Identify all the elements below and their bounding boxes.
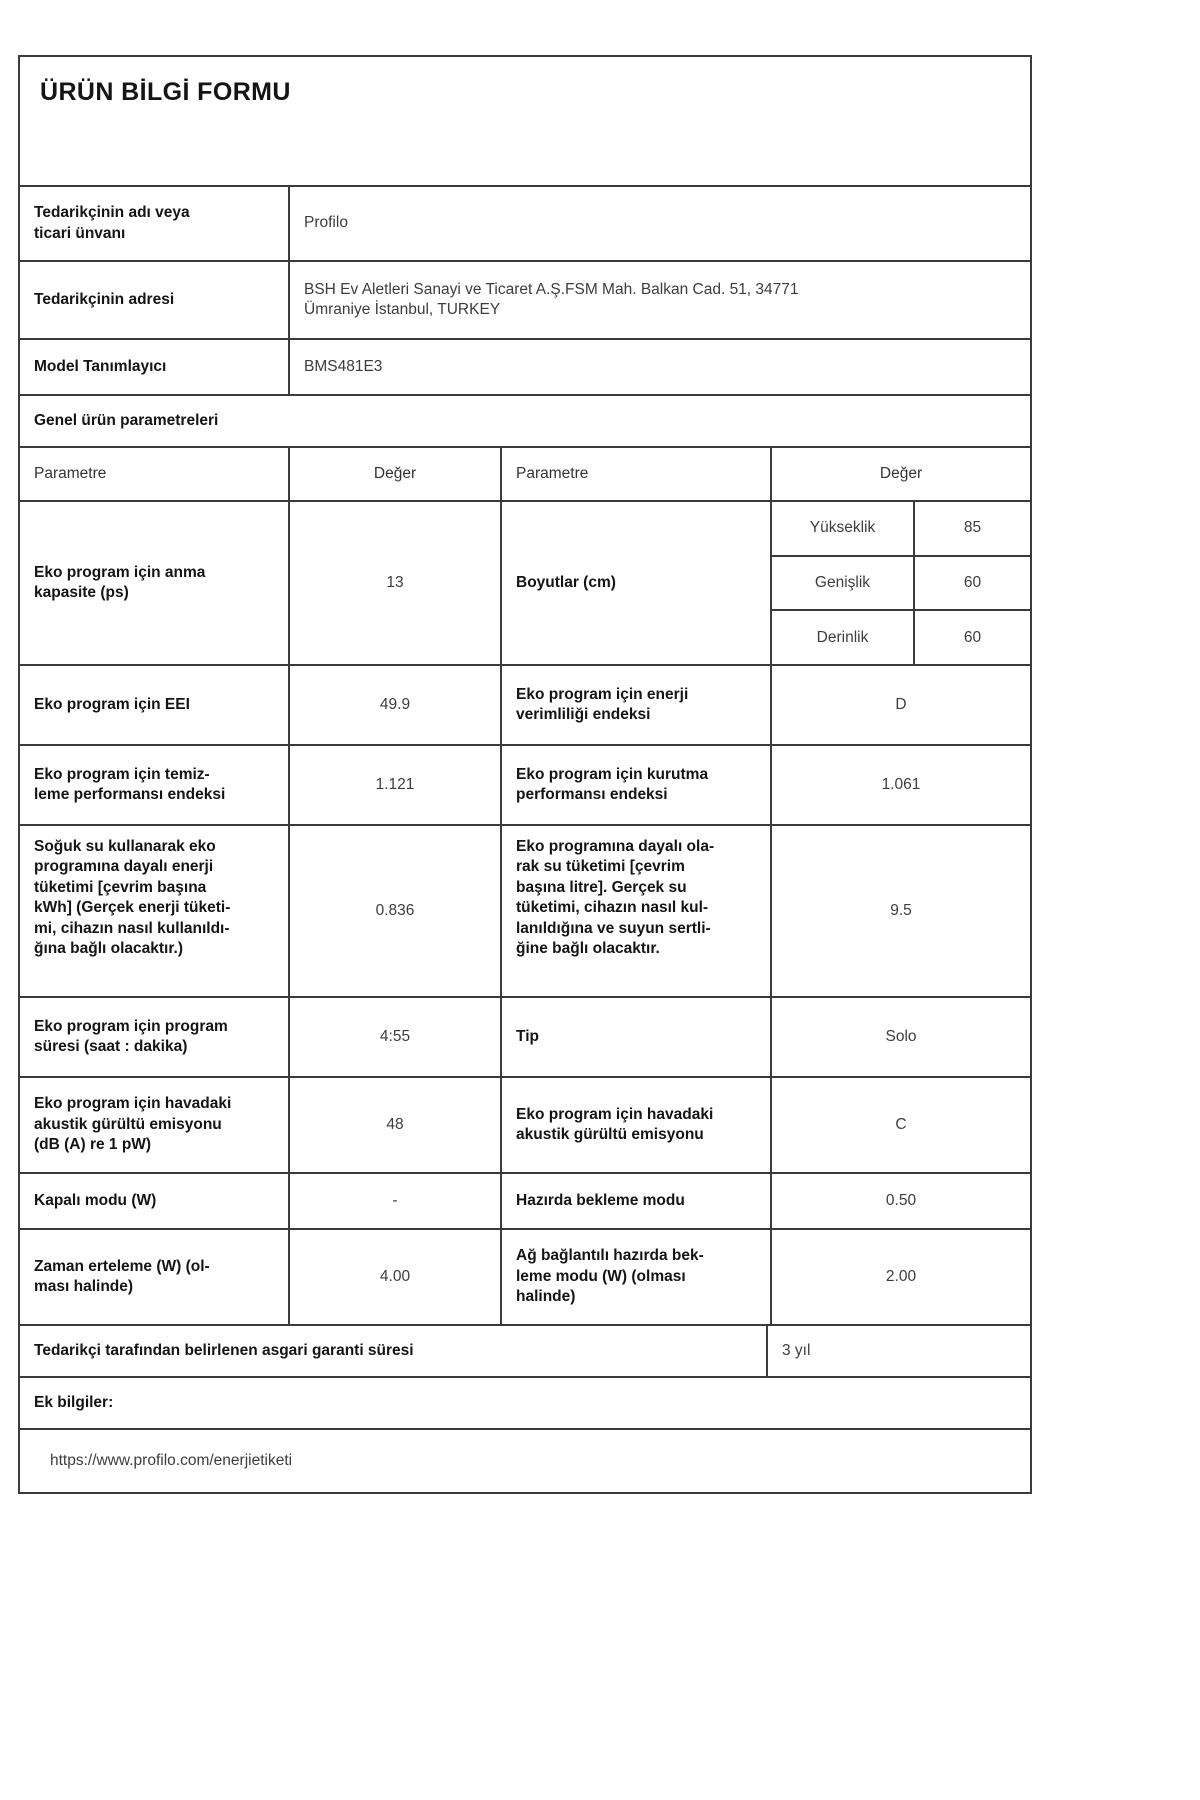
supplier-address-label: Tedarikçinin adresi — [20, 262, 290, 338]
dimension-value-depth: 60 — [963, 628, 982, 646]
dimensions-label: Boyutlar (cm) — [502, 502, 772, 664]
header-parameter-right: Parametre — [502, 448, 772, 500]
information-sheet: ÜRÜN BİLGİ FORMU Tedarikçinin adı veya t… — [18, 55, 1032, 1494]
noise-emission-value: 48 — [290, 1078, 502, 1172]
water-consumption-value: 9.5 — [890, 901, 912, 919]
warranty-row: Tedarikçi tarafından belirlenen asgari g… — [20, 1326, 1030, 1378]
dimensions-subtable: Yükseklik 85 Genişlik 60 Derinlik 60 — [772, 502, 1030, 665]
extra-info-row: Ek bilgiler: — [20, 1378, 1030, 1430]
noise-emission-label: Eko program için havadaki akustik gürült… — [20, 1078, 290, 1172]
extra-info-label: Ek bilgiler: — [34, 1393, 114, 1411]
capacity-value: 13 — [290, 502, 502, 664]
eei-value: 49.9 — [290, 666, 502, 744]
title-block: ÜRÜN BİLGİ FORMU — [20, 57, 1030, 187]
duration-type-row: Eko program için program süresi (saat : … — [20, 998, 1030, 1078]
dimension-name-height: Yükseklik — [772, 502, 915, 555]
off-mode-label: Kapalı modu (W) — [20, 1174, 290, 1228]
page-title: ÜRÜN BİLGİ FORMU — [40, 78, 291, 106]
model-label: Model Tanımlayıcı — [20, 340, 290, 394]
warranty-value: 3 yıl — [782, 1341, 811, 1359]
parameter-table-header: Parametre Değer Parametre Değer — [20, 448, 1030, 502]
energy-class-label: Eko program için enerji verimliliği ende… — [502, 666, 772, 744]
standby-mode-label: Hazırda bekleme modu — [502, 1174, 772, 1228]
general-parameters-section-row: Genel ürün parametreleri — [20, 396, 1030, 448]
model-row: Model Tanımlayıcı BMS481E3 — [20, 340, 1030, 396]
program-duration-label: Eko program için program süresi (saat : … — [20, 998, 290, 1076]
dimension-value-height: 85 — [963, 519, 982, 537]
dimension-name-depth: Derinlik — [772, 611, 915, 665]
warranty-label: Tedarikçi tarafından belirlenen asgari g… — [20, 1326, 768, 1376]
delay-networked-row: Zaman erteleme (W) (ol- ması halinde) 4.… — [20, 1230, 1030, 1326]
consumption-row: Soğuk su kullanarak eko programına dayal… — [20, 826, 1030, 998]
energy-consumption-label: Soğuk su kullanarak eko programına dayal… — [20, 826, 290, 996]
supplier-address-row: Tedarikçinin adresi BSH Ev Aletleri Sana… — [20, 262, 1030, 340]
link-cell[interactable]: https://www.profilo.com/enerjietiketi — [20, 1430, 1030, 1492]
cleaning-drying-row: Eko program için temiz- leme performansı… — [20, 746, 1030, 826]
program-duration-value: 4:55 — [290, 998, 502, 1076]
eei-label: Eko program için EEI — [20, 666, 290, 744]
off-standby-row: Kapalı modu (W) - Hazırda bekleme modu 0… — [20, 1174, 1030, 1230]
energy-class-value: D — [895, 695, 907, 713]
capacity-label: Eko program için anma kapasite (ps) — [20, 502, 290, 664]
dimension-row-height: Yükseklik 85 — [772, 502, 1030, 557]
dimension-value-width: 60 — [963, 574, 982, 591]
noise-row: Eko program için havadaki akustik gürült… — [20, 1078, 1030, 1174]
cleaning-index-value: 1.121 — [290, 746, 502, 824]
supplier-name-row: Tedarikçinin adı veya ticari ünvanı Prof… — [20, 187, 1030, 262]
dimension-row-depth: Derinlik 60 — [772, 611, 1030, 665]
header-parameter-left: Parametre — [20, 448, 290, 500]
supplier-name-value: Profilo — [304, 214, 348, 232]
type-value: Solo — [885, 1027, 917, 1045]
drying-index-label: Eko program için kurutma performansı end… — [502, 746, 772, 824]
water-consumption-label: Eko programına dayalı ola- rak su tüketi… — [502, 826, 772, 996]
energy-consumption-value: 0.836 — [290, 826, 502, 996]
off-mode-value: - — [290, 1174, 502, 1228]
networked-standby-label: Ağ bağlantılı hazırda bek- leme modu (W)… — [502, 1230, 772, 1324]
model-value: BMS481E3 — [304, 357, 383, 375]
capacity-dimensions-row: Eko program için anma kapasite (ps) 13 B… — [20, 502, 1030, 666]
networked-standby-value: 2.00 — [885, 1267, 917, 1285]
link-row: https://www.profilo.com/enerjietiketi — [20, 1430, 1030, 1492]
delay-start-label: Zaman erteleme (W) (ol- ması halinde) — [20, 1230, 290, 1324]
supplier-address-value: BSH Ev Aletleri Sanayi ve Ticaret A.Ş.FS… — [304, 280, 799, 318]
general-parameters-heading: Genel ürün parametreleri — [34, 411, 219, 429]
dimension-row-width: Genişlik 60 — [772, 556, 1030, 612]
drying-index-value: 1.061 — [881, 775, 921, 793]
dimension-name-width: Genişlik — [772, 556, 915, 610]
eei-row: Eko program için EEI 49.9 Eko program iç… — [20, 666, 1030, 746]
delay-start-value: 4.00 — [290, 1230, 502, 1324]
noise-class-label: Eko program için havadaki akustik gürült… — [502, 1078, 772, 1172]
supplier-name-label: Tedarikçinin adı veya ticari ünvanı — [20, 187, 290, 260]
standby-mode-value: 0.50 — [885, 1191, 917, 1209]
header-value-right: Değer — [879, 464, 923, 482]
header-value-left: Değer — [290, 448, 502, 500]
cleaning-index-label: Eko program için temiz- leme performansı… — [20, 746, 290, 824]
type-label: Tip — [502, 998, 772, 1076]
energy-label-link[interactable]: https://www.profilo.com/enerjietiketi — [50, 1451, 293, 1469]
noise-class-value: C — [895, 1115, 907, 1133]
